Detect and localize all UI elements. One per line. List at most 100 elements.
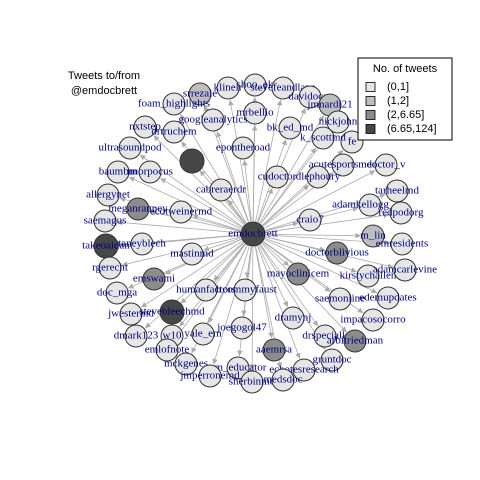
- node: [201, 108, 225, 132]
- edge: [213, 243, 245, 282]
- edge: [180, 242, 244, 304]
- node-label: mckgenes: [164, 358, 208, 370]
- edge: [228, 99, 252, 222]
- node: [393, 258, 417, 282]
- legend-label: (1,2]: [387, 95, 409, 107]
- node: [162, 92, 186, 116]
- node: [390, 232, 414, 256]
- edge: [216, 131, 250, 222]
- edge: [153, 234, 241, 246]
- legend: No. of tweets (0,1] (1,2] (2,6.65] (6.65,12…: [357, 57, 453, 141]
- node-label: drspecialk: [302, 330, 348, 342]
- edge: [237, 246, 252, 357]
- node-label: tarheelmd: [375, 185, 419, 197]
- node: [286, 262, 310, 286]
- edge: [116, 219, 241, 234]
- node: [231, 136, 255, 160]
- edge: [257, 187, 273, 223]
- node: [216, 76, 240, 100]
- node-label: nnorpocus: [127, 166, 173, 178]
- node: [278, 116, 302, 140]
- node: [326, 110, 350, 134]
- node: [233, 278, 257, 302]
- node-label: joegogol47: [216, 322, 267, 334]
- legend-label: (6.65,124]: [387, 123, 437, 135]
- node: [191, 322, 215, 346]
- node-label: dramynj: [275, 312, 312, 324]
- node-label: googleanalytics: [178, 114, 247, 126]
- node-label: kirstychallen: [340, 270, 397, 282]
- node-label: doctorblivious: [305, 247, 369, 259]
- node-label: shoo_ek: [237, 79, 274, 91]
- node: [298, 208, 322, 232]
- node-label: stevebleechmd: [139, 306, 205, 318]
- edge: [149, 210, 241, 232]
- node: [126, 197, 150, 221]
- node-label: drtruchem: [151, 126, 197, 138]
- node: [226, 356, 250, 380]
- edge: [265, 212, 390, 233]
- node-label: srrezale: [183, 88, 217, 100]
- node: [240, 221, 266, 247]
- node: [198, 364, 222, 388]
- node: [93, 209, 117, 233]
- edge: [264, 239, 378, 294]
- node-label: nickjohn: [319, 116, 358, 128]
- node: [325, 241, 349, 265]
- node: [311, 126, 335, 150]
- node-label: humanfactors: [176, 284, 236, 296]
- edge: [244, 246, 252, 279]
- node-label: saemagus: [84, 215, 127, 227]
- edge: [179, 114, 247, 224]
- node-label: bk_ed_md: [267, 122, 314, 134]
- node-label: klinelr: [214, 82, 243, 94]
- node: [106, 160, 130, 184]
- legend-title: No. of tweets: [373, 63, 438, 75]
- node-label: takeoaidan: [82, 240, 130, 252]
- node: [124, 324, 148, 348]
- node-label: dlephoury: [296, 171, 341, 183]
- edge: [255, 99, 283, 222]
- node: [262, 338, 286, 362]
- node-label: m_lin: [360, 230, 386, 242]
- node-label: medsdoc: [263, 374, 302, 386]
- node: [118, 136, 142, 160]
- node-label: mrbellio: [236, 107, 274, 119]
- node: [374, 153, 398, 177]
- node: [174, 352, 198, 376]
- node-label: emdocbrett: [228, 228, 277, 240]
- node-label: edemupdates: [359, 292, 416, 304]
- node: [361, 224, 385, 248]
- node-label: jmperronemd: [179, 370, 240, 382]
- edge: [262, 184, 310, 226]
- edge: [261, 243, 348, 333]
- node-label: ultrasoundpod: [99, 142, 162, 154]
- node: [105, 281, 129, 305]
- node: [188, 82, 212, 106]
- node-label: ecotweinermd: [150, 206, 213, 218]
- node-label: jmnardi21: [306, 99, 352, 111]
- node-label: acutesportsmed: [309, 159, 378, 171]
- node: [130, 232, 154, 256]
- legend-swatch: [365, 82, 376, 92]
- node-label: cabreraerdr: [196, 184, 246, 196]
- edge: [203, 237, 241, 252]
- node: [328, 287, 352, 311]
- node: [292, 358, 316, 382]
- edge: [140, 240, 243, 308]
- node-label: emswami: [133, 273, 175, 285]
- edge: [160, 177, 243, 228]
- node-label: sherbinmd: [229, 376, 276, 388]
- node-label: jwestermd: [107, 308, 154, 320]
- node: [162, 120, 186, 144]
- node-label: yale_em: [184, 328, 222, 340]
- edge: [262, 242, 290, 267]
- legend-swatch: [365, 96, 376, 106]
- node: [240, 370, 264, 394]
- node-label: mayoclinicem: [267, 268, 330, 280]
- node: [271, 368, 295, 392]
- edge: [251, 124, 258, 222]
- edge: [265, 221, 299, 232]
- node-label: impacosocorro: [340, 314, 406, 326]
